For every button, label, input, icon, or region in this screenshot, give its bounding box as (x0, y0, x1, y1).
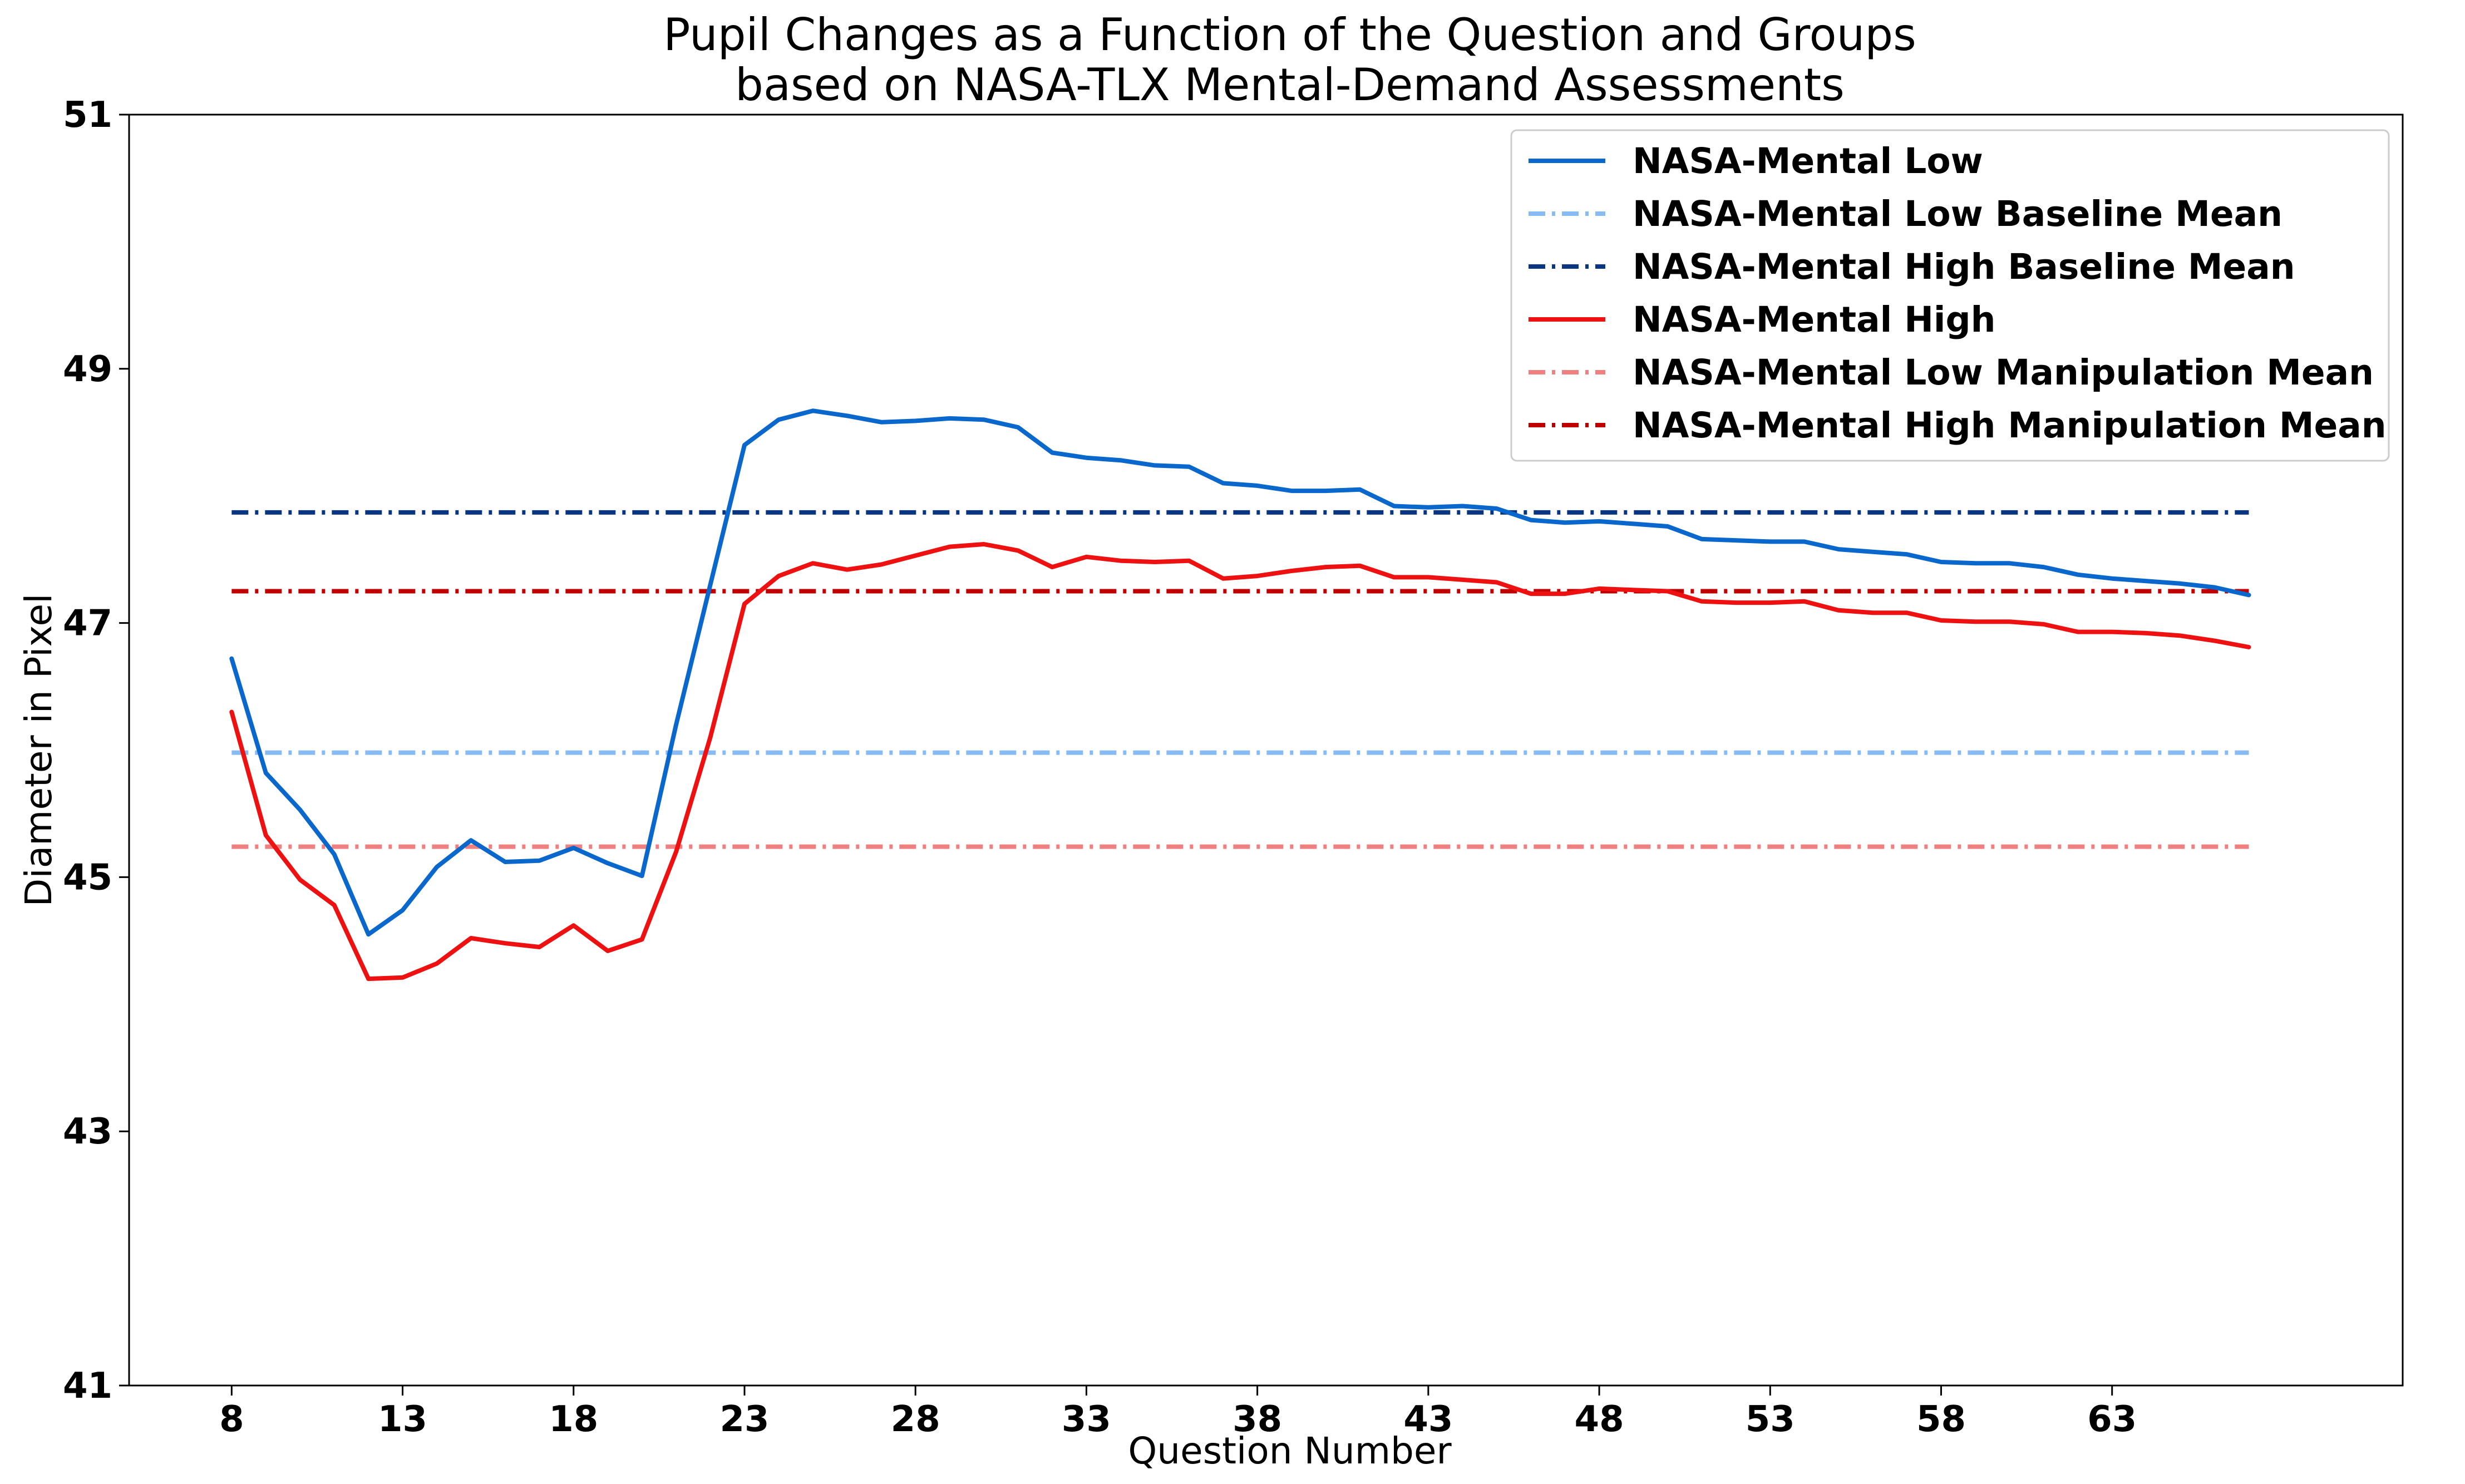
y-tick-label: 51 (63, 95, 112, 136)
x-tick-label: 48 (1575, 1399, 1624, 1440)
y-tick-label: 47 (63, 603, 112, 644)
series-layer (229, 408, 2251, 982)
y-tick-label: 41 (63, 1365, 112, 1407)
y-tick-label: 49 (63, 349, 112, 390)
x-tick-label: 18 (549, 1399, 598, 1440)
x-axis-label: Question Number (1128, 1429, 1452, 1472)
x-tick-label: 43 (1403, 1399, 1453, 1440)
legend-label: NASA-Mental High Manipulation Mean (1633, 405, 2387, 446)
x-tick-label: 8 (219, 1399, 244, 1440)
x-tick-label: 63 (2087, 1399, 2137, 1440)
y-tick-label: 43 (63, 1111, 112, 1152)
legend-label: NASA-Mental Low Manipulation Mean (1633, 352, 2374, 393)
y-axis: 41 43 45 47 49 51 (63, 95, 129, 1407)
legend-label: NASA-Mental High Baseline Mean (1633, 246, 2295, 287)
legend-label: NASA-Mental Low Baseline Mean (1633, 194, 2282, 234)
series-nasa-mental-low (229, 408, 2251, 937)
x-tick-label: 58 (1916, 1399, 1966, 1440)
legend-box (1510, 129, 2390, 462)
x-tick-label: 38 (1232, 1399, 1282, 1440)
x-tick-label: 53 (1746, 1399, 1795, 1440)
legend-label: NASA-Mental High (1633, 299, 1995, 340)
plot-area (128, 114, 2404, 1387)
x-tick-label: 33 (1062, 1399, 1111, 1440)
x-tick-label: 13 (378, 1399, 427, 1440)
y-tick-label: 45 (63, 857, 112, 898)
x-axis: 8 13 18 23 28 33 38 43 48 53 58 63 (219, 1386, 2137, 1440)
series-nasa-mental-high (229, 542, 2251, 982)
chart-title-line-1: Pupil Changes as a Function of the Quest… (663, 9, 1916, 61)
x-tick-label: 28 (891, 1399, 940, 1440)
legend: NASA-Mental Low NASA-Mental Low Baseline … (1510, 129, 2390, 462)
chart-title-line-2: based on NASA-TLX Mental-Demand Assessme… (735, 59, 1845, 111)
x-tick-label: 23 (719, 1399, 769, 1440)
y-axis-label: Diameter in Pixel (17, 594, 60, 907)
legend-label: NASA-Mental Low (1633, 141, 1983, 181)
